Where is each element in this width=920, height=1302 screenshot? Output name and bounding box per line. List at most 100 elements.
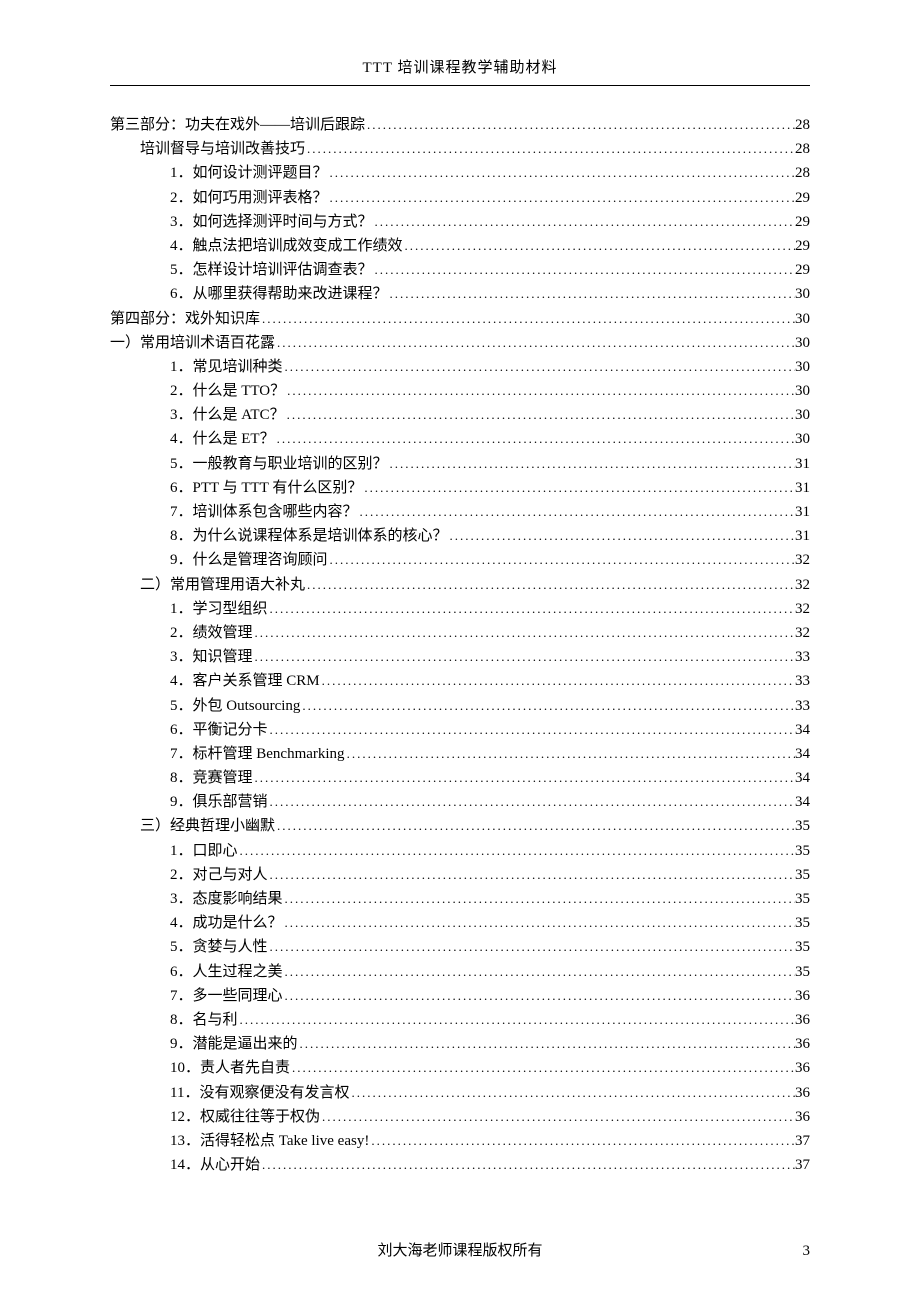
toc-entry-label: 10．责人者先自责 xyxy=(170,1061,290,1076)
toc-entry-page: 30 xyxy=(795,287,810,302)
toc-entry: 4．成功是什么？35 xyxy=(110,916,810,931)
toc-entry-page: 30 xyxy=(795,384,810,399)
toc-entry-page: 29 xyxy=(795,263,810,278)
toc-entry: 10．责人者先自责 36 xyxy=(110,1061,810,1076)
toc-entry-label: 7．标杆管理 Benchmarking xyxy=(170,747,345,762)
toc-entry: 13．活得轻松点 Take live easy!37 xyxy=(110,1134,810,1149)
toc-leader-dots xyxy=(268,868,795,881)
toc-entry: 5．一般教育与职业培训的区别？31 xyxy=(110,457,810,472)
toc-entry-label: 1．口即心 xyxy=(170,844,238,859)
toc-entry: 5．贪婪与人性35 xyxy=(110,940,810,955)
footer-text: 刘大海老师课程版权所有 xyxy=(377,1243,542,1259)
page-container: TTT 培训课程教学辅助材料 第三部分：功夫在戏外——培训后跟踪 28 培训督导与培… xyxy=(0,0,920,1173)
toc-entry: 9．什么是管理咨询顾问32 xyxy=(110,553,810,568)
toc-entry-label: 三）经典哲理小幽默 xyxy=(140,819,275,834)
toc-entry-label: 2．如何巧用测评表格？ xyxy=(170,191,328,206)
toc-entry-page: 34 xyxy=(795,795,810,810)
toc-leader-dots xyxy=(345,747,795,760)
toc-leader-dots xyxy=(275,336,795,349)
toc-entry: 第三部分：功夫在戏外——培训后跟踪 28 xyxy=(110,118,810,133)
toc-leader-dots xyxy=(320,1110,795,1123)
toc-leader-dots xyxy=(328,166,795,179)
toc-entry: 7．培训体系包含哪些内容？31 xyxy=(110,505,810,520)
toc-leader-dots xyxy=(358,505,795,518)
toc-entry: 12．权威往往等于权伪36 xyxy=(110,1110,810,1125)
toc-entry: 3．如何选择测评时间与方式？29 xyxy=(110,215,810,230)
toc-entry-page: 36 xyxy=(795,989,810,1004)
toc-entry-page: 29 xyxy=(795,215,810,230)
toc-leader-dots xyxy=(275,432,795,445)
toc-entry: 二）常用管理用语大补丸32 xyxy=(110,578,810,593)
toc-leader-dots xyxy=(365,118,795,131)
toc-leader-dots xyxy=(298,1037,795,1050)
toc-entry-page: 31 xyxy=(795,457,810,472)
toc-entry: 3．知识管理33 xyxy=(110,650,810,665)
toc-leader-dots xyxy=(253,626,795,639)
toc-entry-label: 8．竞赛管理 xyxy=(170,771,253,786)
toc-entry-label: 6．从哪里获得帮助来改进课程？ xyxy=(170,287,388,302)
toc-leader-dots xyxy=(290,1061,795,1074)
toc-entry: 2．绩效管理 32 xyxy=(110,626,810,641)
toc-entry: 1．如何设计测评题目？28 xyxy=(110,166,810,181)
toc-entry: 4．触点法把培训成效变成工作绩效29 xyxy=(110,239,810,254)
toc-entry-label: 5．贪婪与人性 xyxy=(170,940,268,955)
toc-entry-label: 8．名与利 xyxy=(170,1013,238,1028)
toc-entry: 2．如何巧用测评表格？29 xyxy=(110,191,810,206)
toc-leader-dots xyxy=(260,1158,795,1171)
toc-entry-page: 35 xyxy=(795,892,810,907)
toc-leader-dots xyxy=(320,674,795,687)
toc-entry-label: 6．PTT 与 TTT 有什么区别？ xyxy=(170,481,362,496)
toc-entry-label: 第三部分：功夫在戏外——培训后跟踪 xyxy=(110,118,365,133)
toc-leader-dots xyxy=(253,650,795,663)
toc-leader-dots xyxy=(283,892,795,905)
toc-leader-dots xyxy=(238,844,795,857)
toc-entry: 1．口即心 35 xyxy=(110,844,810,859)
toc-entry: 培训督导与培训改善技巧28 xyxy=(110,142,810,157)
toc-entry-label: 培训督导与培训改善技巧 xyxy=(140,142,305,157)
toc-entry: 9．俱乐部营销 34 xyxy=(110,795,810,810)
toc-leader-dots xyxy=(283,360,795,373)
toc-entry-page: 32 xyxy=(795,626,810,641)
toc-entry-label: 二）常用管理用语大补丸 xyxy=(140,578,305,593)
toc-entry-page: 28 xyxy=(795,118,810,133)
toc-entry: 4．什么是 ET？30 xyxy=(110,432,810,447)
toc-entry-page: 34 xyxy=(795,723,810,738)
toc-entry-page: 37 xyxy=(795,1158,810,1173)
toc-entry-label: 6．平衡记分卡 xyxy=(170,723,268,738)
toc-entry-page: 35 xyxy=(795,868,810,883)
toc-entry: 1．学习型组织32 xyxy=(110,602,810,617)
toc-leader-dots xyxy=(253,771,795,784)
toc-entry-page: 32 xyxy=(795,602,810,617)
toc-leader-dots xyxy=(369,1134,795,1147)
toc-leader-dots xyxy=(349,1086,795,1099)
toc-entry-page: 36 xyxy=(795,1037,810,1052)
toc-leader-dots xyxy=(300,699,795,712)
table-of-contents: 第三部分：功夫在戏外——培训后跟踪 28 培训督导与培训改善技巧28 1．如何设计测评… xyxy=(110,118,810,1173)
toc-entry-page: 33 xyxy=(795,674,810,689)
toc-leader-dots xyxy=(403,239,795,252)
toc-leader-dots xyxy=(268,940,795,953)
toc-entry: 9．潜能是逼出来的36 xyxy=(110,1037,810,1052)
toc-entry-page: 36 xyxy=(795,1086,810,1101)
toc-entry-page: 33 xyxy=(795,699,810,714)
toc-entry: 11．没有观察便没有发言权 36 xyxy=(110,1086,810,1101)
toc-entry-page: 36 xyxy=(795,1061,810,1076)
toc-entry: 第四部分：戏外知识库30 xyxy=(110,312,810,327)
toc-entry: 6．平衡记分卡 34 xyxy=(110,723,810,738)
toc-entry-label: 8．为什么说课程体系是培训体系的核心？ xyxy=(170,529,448,544)
toc-entry-page: 35 xyxy=(795,965,810,980)
header-title: TTT 培训课程教学辅助材料 xyxy=(363,60,558,76)
toc-entry-label: 11．没有观察便没有发言权 xyxy=(170,1086,349,1101)
toc-leader-dots xyxy=(373,215,795,228)
toc-entry-page: 35 xyxy=(795,916,810,931)
toc-entry-label: 4．客户关系管理 CRM xyxy=(170,674,320,689)
toc-entry-page: 30 xyxy=(795,432,810,447)
toc-leader-dots xyxy=(305,578,795,591)
toc-entry-label: 9．俱乐部营销 xyxy=(170,795,268,810)
toc-entry: 5．外包 Outsourcing33 xyxy=(110,699,810,714)
toc-leader-dots xyxy=(260,312,795,325)
toc-leader-dots xyxy=(285,384,795,397)
toc-entry-label: 2．绩效管理 xyxy=(170,626,253,641)
toc-entry-label: 3．什么是 ATC？ xyxy=(170,408,285,423)
toc-entry-page: 35 xyxy=(795,844,810,859)
